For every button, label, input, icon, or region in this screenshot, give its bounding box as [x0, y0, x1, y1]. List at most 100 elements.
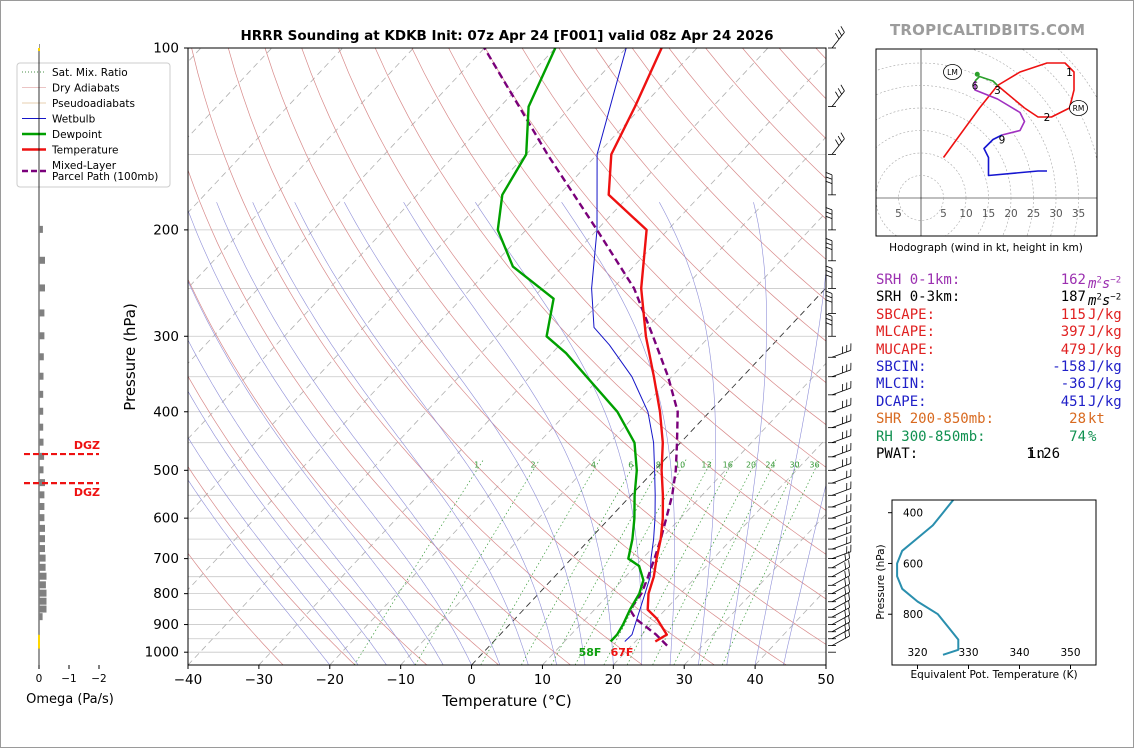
x-tick-label: 10 — [534, 672, 551, 688]
wind-barb-flag — [848, 628, 850, 637]
wind-barb-flag — [825, 211, 833, 215]
hodo-ring-label: 5 — [895, 208, 902, 220]
thetae-y-tick-label: 600 — [903, 558, 923, 570]
wind-barb — [831, 138, 845, 155]
wind-barb-flag — [825, 290, 833, 294]
legend-label: Parcel Path (100mb) — [52, 171, 158, 183]
omega-bar — [39, 466, 44, 474]
omega-bar — [39, 44, 40, 51]
y-tick-label: 900 — [153, 617, 179, 633]
hodo-ring-label: 5 — [940, 208, 947, 220]
legend-label: Pseudoadiabats — [52, 98, 135, 110]
thetae-background: 320 330 340 350 400 600 800 — [888, 508, 1081, 669]
wind-barb-flag — [844, 562, 847, 570]
isotherm — [471, 287, 826, 665]
mixing-ratio-label: 8 — [656, 460, 661, 469]
wind-barb-flag — [825, 180, 833, 185]
thetae-x-tick-label: 330 — [958, 647, 978, 659]
wind-barb-flag — [825, 265, 833, 269]
y-tick-label: 800 — [153, 586, 179, 602]
thetae-y-tick-label: 800 — [903, 609, 923, 621]
hodo-marker-label: LM — [947, 68, 958, 77]
hodo-ring — [876, 152, 967, 236]
skewt-profiles — [483, 48, 679, 647]
wind-barb-flag — [844, 617, 847, 625]
mixing-ratio-label: 4 — [591, 460, 596, 469]
legend-box — [16, 62, 171, 188]
wind-barb — [831, 566, 850, 578]
hodo-height-label: 1 — [1066, 67, 1073, 79]
wind-barb-flag — [844, 595, 847, 603]
wind-barb-flag — [848, 607, 850, 616]
moist-adiabat — [344, 202, 586, 665]
thetae-line — [896, 500, 960, 656]
isotherm — [188, 48, 485, 364]
hodo-segment — [974, 75, 999, 87]
wind-barb-flag — [848, 622, 850, 630]
dgz-label-top: DGZ — [74, 439, 100, 452]
moist-adiabat — [188, 280, 444, 665]
omega-bar — [39, 597, 47, 605]
moist-adiabat — [659, 202, 716, 665]
hodo-storm-motion-marker — [1069, 100, 1088, 116]
param-value: 1.26 — [1026, 445, 1060, 462]
wind-barb — [831, 614, 850, 625]
hodo-height-label: 9 — [999, 135, 1006, 147]
isotherm — [542, 362, 826, 665]
wind-barb — [831, 350, 851, 358]
thetae-y-title: Pressure (hPa) — [875, 544, 887, 619]
moist-adiabat — [403, 202, 614, 665]
wind-barb-flag — [825, 215, 833, 220]
param-value: -158 — [1052, 358, 1086, 375]
moist-adiabat — [561, 202, 675, 665]
omega-bar — [39, 563, 46, 571]
wind-barb-flag — [837, 29, 843, 36]
omega-tick-label: −1 — [61, 673, 76, 685]
x-tick-label: −30 — [245, 672, 274, 688]
legend: Sat. Mix. Ratio Dry Adiabats Pseudoadiabat… — [16, 62, 171, 188]
omega-bar — [39, 491, 45, 499]
isotherm — [188, 48, 414, 289]
omega-tick-label: 0 — [36, 673, 43, 685]
x-axis-title: Temperature (°C) — [441, 692, 571, 710]
surface-temperature-label: 67F — [611, 646, 634, 659]
thetae-trace — [896, 500, 960, 656]
wind-barb-flag — [837, 135, 843, 143]
dry-adiabat — [264, 48, 787, 665]
hodograph-frame — [875, 48, 1098, 237]
param-label: DCAPE: — [876, 393, 927, 410]
mixing-ratio-label: 36 — [809, 460, 819, 469]
hodo-ring-label: 10 — [959, 208, 972, 220]
dry-adiabat — [188, 466, 356, 665]
param-label: SHR 200-850mb: — [876, 411, 995, 428]
omega-bar — [38, 641, 40, 649]
param-value: 115 — [1060, 306, 1086, 323]
hodo-ring — [876, 107, 1012, 236]
dry-adiabat — [188, 375, 428, 665]
wind-barb — [831, 499, 851, 508]
mixing-ratio-label: 2 — [530, 460, 535, 469]
y-tick-label: 400 — [153, 404, 179, 420]
hodograph-background: 5 5 10 15 20 25 30 35 — [876, 49, 1097, 236]
omega-bar — [39, 502, 45, 510]
hodo-height-label: 2 — [1044, 112, 1051, 124]
chart-title: HRRR Sounding at KDKB Init: 07z Apr 24 [… — [240, 28, 773, 44]
wind-barb-flag — [848, 600, 850, 608]
wind-barb-flag — [840, 132, 845, 139]
y-tick-label: 200 — [153, 222, 179, 238]
y-axis-title: Pressure (hPa) — [121, 303, 139, 411]
param-unit: m2s−2 — [1088, 275, 1122, 292]
mixing-ratio-label: 1 — [474, 460, 479, 469]
x-tick-label: −20 — [316, 672, 345, 688]
wind-barb-flag — [840, 84, 845, 92]
param-unit: J/kg — [1088, 376, 1122, 393]
wind-barb — [831, 635, 850, 646]
param-value: 28 — [1069, 411, 1086, 428]
legend-label: Temperature — [51, 145, 119, 157]
mixing-ratio-line — [574, 459, 687, 665]
moist-adiabat — [188, 437, 359, 665]
isotherm — [188, 48, 627, 515]
omega-bar — [39, 372, 44, 380]
wind-barb-flag — [844, 624, 847, 632]
omega-bar — [39, 284, 45, 292]
